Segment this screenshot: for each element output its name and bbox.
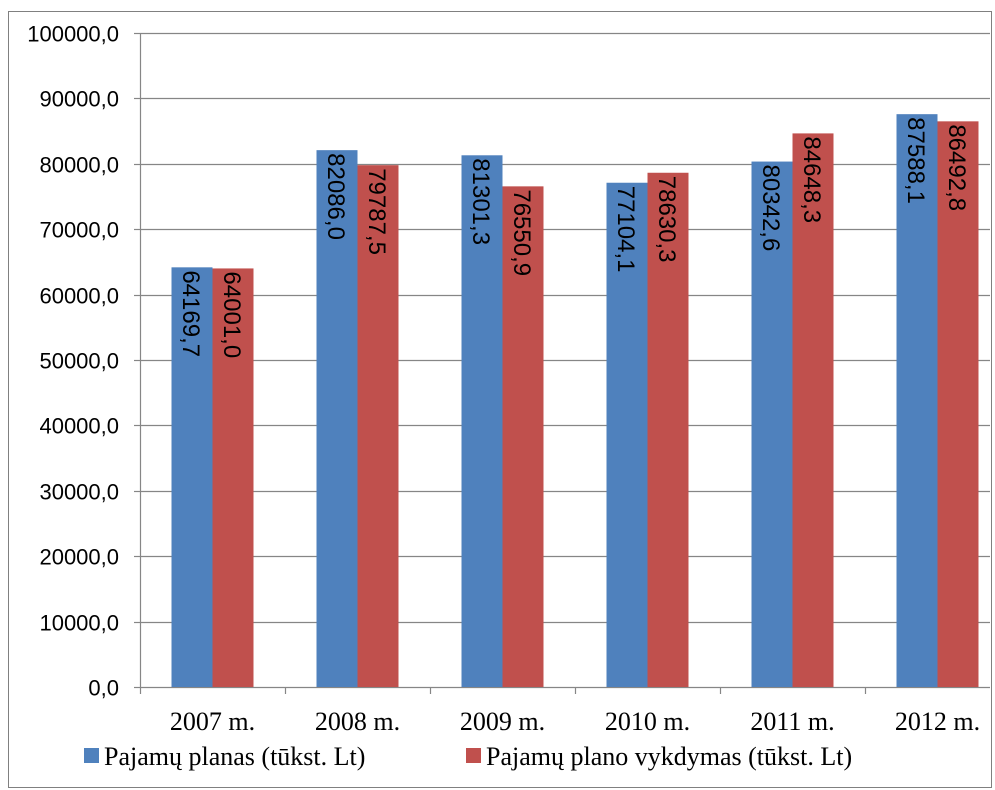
data-label: 64001,0 (218, 271, 245, 358)
data-label: 81301,3 (467, 158, 494, 245)
bar-pajamu-planas (461, 155, 503, 688)
y-tick-label: 0,0 (88, 676, 119, 701)
data-label: 77104,1 (612, 186, 639, 273)
y-tick-label: 10000,0 (39, 611, 119, 636)
bar-pajamu-plano-vykdymas (502, 186, 544, 687)
legend: Pajamų planas (tūkst. Lt) Pajamų plano vy… (84, 742, 852, 771)
data-label: 80342,6 (757, 165, 784, 252)
y-tick-label: 40000,0 (39, 414, 119, 439)
bars (171, 114, 979, 688)
y-tick-label: 50000,0 (39, 349, 119, 374)
bar-pajamu-planas (316, 150, 358, 687)
axes: 0,0 10000,0 20000,0 30000,0 40000,0 50000,0 60… (27, 22, 990, 736)
y-tick-label: 60000,0 (39, 284, 119, 309)
x-tick-label: 2012 m. (895, 707, 980, 736)
x-tick-label: 2009 m. (460, 707, 545, 736)
data-label: 76550,9 (508, 189, 535, 276)
bar-pajamu-planas (896, 114, 938, 687)
data-label: 79787,5 (363, 168, 390, 255)
y-tick-label: 80000,0 (39, 153, 119, 178)
x-tick-label: 2010 m. (605, 707, 690, 736)
y-tick-label: 70000,0 (39, 218, 119, 243)
bar-pajamu-plano-vykdymas (647, 172, 689, 688)
x-tick-label: 2007 m. (170, 707, 255, 736)
bar-pajamu-planas (171, 267, 213, 687)
data-label: 86492,8 (943, 124, 970, 211)
data-label: 64169,7 (177, 270, 204, 357)
x-tick-label: 2011 m. (750, 707, 834, 736)
y-tick-label: 90000,0 (39, 87, 119, 112)
bar-pajamu-plano-vykdymas (357, 165, 399, 687)
data-label: 87588,1 (902, 117, 929, 204)
bar-pajamu-planas (751, 161, 793, 688)
bar-pajamu-plano-vykdymas (212, 268, 254, 687)
bar-pajamu-planas (606, 182, 648, 687)
legend-label: Pajamų planas (tūkst. Lt) (104, 742, 365, 771)
data-label: 82086,0 (322, 153, 349, 240)
data-label: 78630,3 (653, 176, 680, 263)
legend-swatch (466, 748, 481, 763)
y-tick-label: 30000,0 (39, 480, 119, 505)
data-labels: 64169,7 64001,0 82086,0 79787,5 81301,3 76550… (177, 117, 970, 358)
x-tick-label: 2008 m. (315, 707, 400, 736)
legend-label: Pajamų plano vykdymas (tūkst. Lt) (486, 742, 852, 771)
y-tick-label: 100000,0 (27, 22, 119, 47)
gridlines (140, 32, 990, 624)
data-label: 84648,3 (798, 136, 825, 223)
bar-pajamu-plano-vykdymas (792, 133, 834, 687)
y-tick-label: 20000,0 (39, 545, 119, 570)
bar-pajamu-plano-vykdymas (937, 121, 979, 687)
legend-swatch (84, 748, 99, 763)
